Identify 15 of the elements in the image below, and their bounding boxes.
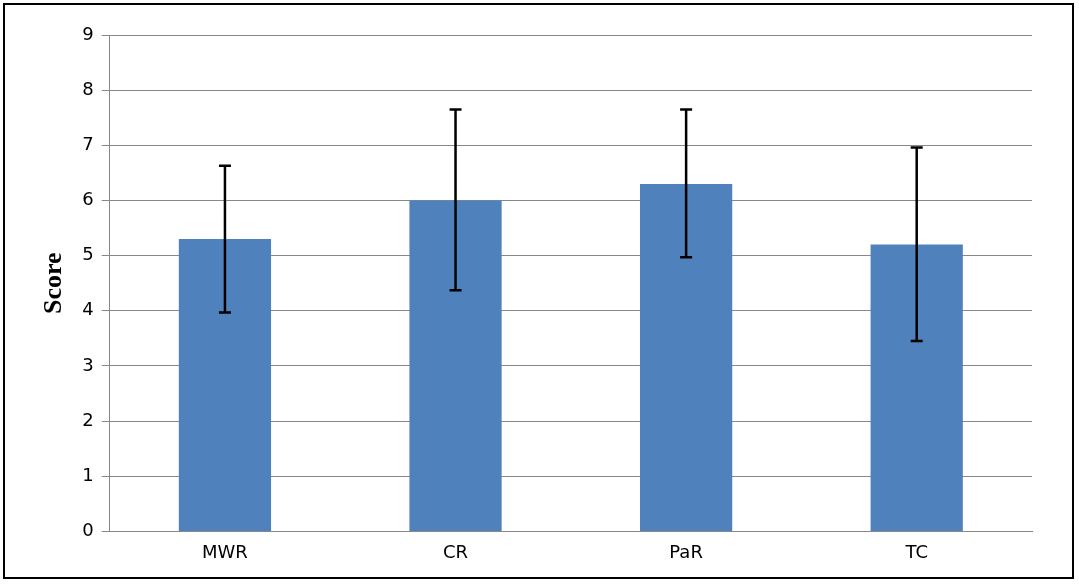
y-tick-label: 6 xyxy=(82,188,94,210)
x-tick-label: PaR xyxy=(669,540,703,562)
y-tick-label: 3 xyxy=(82,353,94,375)
y-tick-label: 0 xyxy=(82,519,94,541)
x-tick-label: CR xyxy=(442,540,469,562)
y-tick-label: 7 xyxy=(82,132,94,154)
y-tick-label: 8 xyxy=(82,77,94,99)
x-tick-label: MWR xyxy=(202,540,248,562)
y-tick-label: 1 xyxy=(82,463,94,485)
y-axis-title: Score xyxy=(38,252,68,315)
y-tick-label: 5 xyxy=(82,243,94,265)
y-tick-label: 4 xyxy=(82,298,94,320)
y-tick-label: 9 xyxy=(82,22,94,44)
x-tick-label: TC xyxy=(904,540,928,562)
y-tick-label: 2 xyxy=(82,408,94,430)
